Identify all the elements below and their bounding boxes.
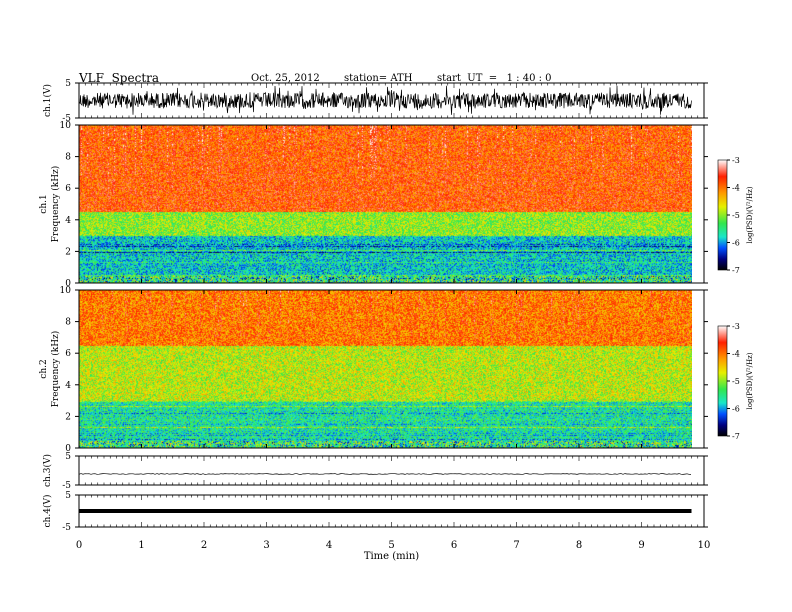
- chart-title: VLF Spectra: [79, 71, 160, 85]
- ch2-spectrogram-colorbar-label: log(PSD)(V²/Hz): [746, 352, 754, 409]
- ch1-spectrogram-colorbar-tick-label: -3: [732, 156, 740, 165]
- ch2-spectrogram-channel-label: ch.2: [39, 359, 49, 378]
- ch2-spectrogram-colorbar-tick-label: -5: [732, 377, 740, 386]
- ch1-spectrogram-colorbar-tick-label: -5: [732, 211, 740, 220]
- time-axis-tick-label: 3: [263, 540, 269, 551]
- ch2-spectrogram-colorbar: [717, 325, 728, 437]
- ch1-spectrogram-colorbar-tick-label: -7: [732, 266, 740, 275]
- header-start-time: start UT = 1 : 40 : 0: [437, 73, 552, 84]
- ch1-spectrogram-ytick-label: 2: [65, 247, 71, 257]
- time-axis-tick-label: 9: [638, 540, 644, 551]
- ch3-waveform-ytick-label: -5: [62, 481, 71, 491]
- ch1-spectrogram-colorbar-label: log(PSD)(V²/Hz): [746, 186, 754, 243]
- ch2-spectrogram-ytick-label: 4: [65, 381, 71, 391]
- ch2-spectrogram-ylabel: Frequency (kHz): [50, 331, 61, 408]
- ch2-spectrogram-ytick-label: 2: [65, 412, 71, 422]
- ch1-waveform-ylabel: ch.1(V): [42, 84, 53, 117]
- ch2-spectrogram-colorbar-tick-label: -4: [732, 350, 740, 359]
- ch1-spectrogram-heatmap: [79, 125, 692, 283]
- ch3-waveform-ytick-label: 5: [65, 452, 71, 462]
- ch2-spectrogram-ytick-label: 10: [60, 286, 72, 296]
- header-station: station= ATH: [344, 73, 413, 84]
- ch1-spectrogram-ytick-label: 4: [65, 216, 71, 226]
- ch2-spectrogram-ytick-label: 8: [65, 318, 71, 328]
- ch2-spectrogram-ytick-label: 0: [65, 444, 71, 454]
- time-axis-tick-label: 7: [513, 540, 519, 551]
- time-axis-tick-label: 10: [698, 540, 711, 551]
- header-date: Oct. 25, 2012: [251, 73, 320, 84]
- ch1-spectrogram-colorbar-tick-label: -4: [732, 184, 740, 193]
- ch1-spectrogram-ytick-label: 6: [65, 184, 71, 194]
- ch4-waveform-ytick-label: 5: [65, 491, 71, 501]
- ch1-waveform-ytick-label: 5: [65, 79, 71, 89]
- ch2-spectrogram-colorbar-tick-label: -6: [732, 405, 740, 414]
- ch2-spectrogram-colorbar-tick-label: -7: [732, 432, 740, 441]
- ch1-spectrogram-colorbar: [717, 159, 728, 271]
- ch4-waveform-ytick-label: -5: [62, 523, 71, 533]
- time-axis-tick-label: 6: [451, 540, 457, 551]
- time-axis-tick-label: 2: [201, 540, 207, 551]
- ch1-spectrogram-ylabel: Frequency (kHz): [50, 166, 61, 243]
- ch1-spectrogram-ytick-label: 8: [65, 153, 71, 163]
- ch1-waveform-ytick-label: -5: [62, 114, 71, 124]
- ch3-waveform-trace: [78, 473, 692, 475]
- time-axis-tick-label: 0: [76, 540, 82, 551]
- ch1-spectrogram-ytick-label: 10: [60, 121, 72, 131]
- ch2-spectrogram-heatmap: [79, 290, 692, 448]
- ch2-spectrogram-colorbar-tick-label: -3: [732, 322, 740, 331]
- ch4-waveform-trace: [79, 509, 692, 513]
- time-axis-tick-label: 5: [388, 540, 394, 551]
- ch1-spectrogram-colorbar-tick-label: -6: [732, 239, 740, 248]
- time-axis-tick-label: 4: [326, 540, 332, 551]
- ch1-waveform-trace: [78, 85, 692, 115]
- ch1-spectrogram-ytick-label: 0: [65, 279, 71, 289]
- ch3-waveform-ylabel: ch.3(V): [42, 454, 53, 487]
- ch2-spectrogram-ytick-label: 6: [65, 349, 71, 359]
- time-axis-tick-label: 1: [138, 540, 144, 551]
- time-axis-label: Time (min): [364, 551, 419, 562]
- ch4-waveform-ylabel: ch.4(V): [42, 495, 53, 528]
- time-axis-tick-label: 8: [576, 540, 582, 551]
- ch1-spectrogram-channel-label: ch.1: [39, 194, 49, 213]
